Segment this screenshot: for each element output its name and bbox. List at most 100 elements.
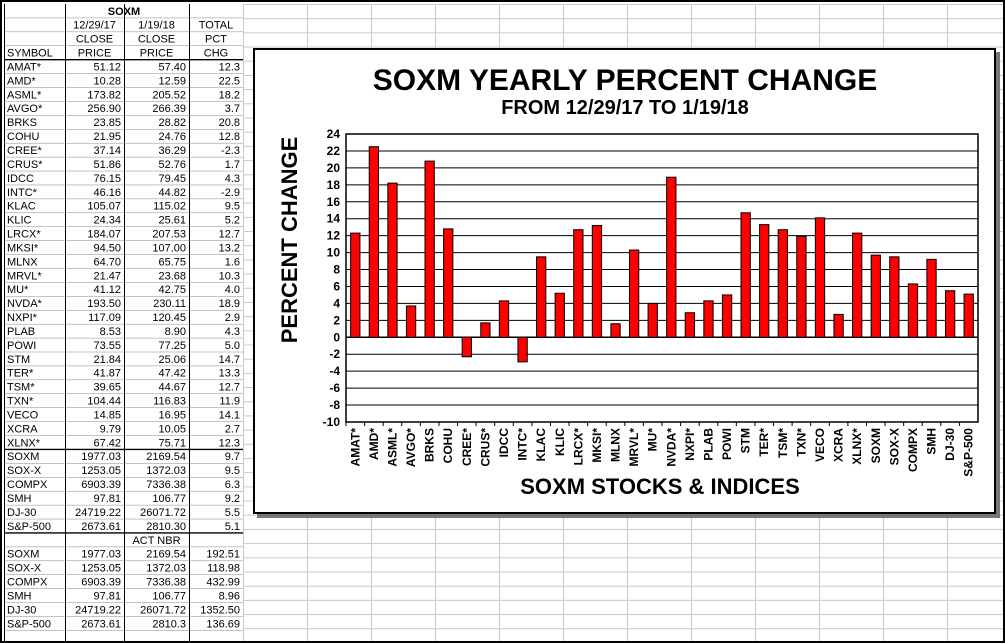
table-cell: 256.90 xyxy=(87,103,121,115)
table-cell: 12.3 xyxy=(219,61,240,73)
bar xyxy=(684,312,696,338)
y-tick-label: 22 xyxy=(327,144,341,158)
table-cell: 9.7 xyxy=(225,451,240,463)
bar xyxy=(796,235,807,338)
table-cell: SOX-X xyxy=(7,465,42,477)
table-cell: 41.87 xyxy=(93,368,121,380)
table-cell: 16.95 xyxy=(158,409,186,421)
table-cell: 52.76 xyxy=(158,159,186,171)
table-cell: DJ-30 xyxy=(7,604,36,616)
bar xyxy=(350,232,361,338)
table-cell: COMPX xyxy=(7,479,48,491)
bar xyxy=(573,229,584,338)
table-cell: TER* xyxy=(7,368,34,380)
table-cell: KLAC xyxy=(7,201,36,213)
table-cell: NVDA* xyxy=(7,298,43,310)
bar xyxy=(424,160,435,338)
table-cell: 5.0 xyxy=(225,340,240,352)
x-tick-label: XCRA xyxy=(832,428,846,462)
x-tick-label: NXPI* xyxy=(683,428,697,461)
bar xyxy=(721,294,733,338)
table-cell: SOX-X xyxy=(7,563,42,575)
bar xyxy=(833,313,844,338)
bar xyxy=(368,146,380,338)
table-cell: TXN* xyxy=(7,396,34,408)
x-tick-label: PLAB xyxy=(701,428,715,461)
table-cell: ASML* xyxy=(7,89,42,101)
table-cell: INTC* xyxy=(7,187,38,199)
bar xyxy=(517,336,528,363)
table-cell: 207.53 xyxy=(152,229,186,241)
table-cell: SOXM xyxy=(7,549,39,561)
table-cell: 36.29 xyxy=(158,145,186,157)
table-cell: 97.81 xyxy=(93,493,121,505)
bar xyxy=(628,249,640,338)
bar xyxy=(480,322,491,338)
table-cell: 26071.72 xyxy=(140,604,186,616)
x-tick-label: LRCX* xyxy=(571,428,585,466)
bar xyxy=(443,228,454,338)
chart-subtitle: FROM 12/29/17 TO 1/19/18 xyxy=(501,97,749,119)
table-cell: 25.61 xyxy=(158,215,186,227)
bar xyxy=(777,229,788,338)
table-cell: 6903.39 xyxy=(81,479,121,491)
table-cell: 10.05 xyxy=(158,423,186,435)
table-cell: 9.2 xyxy=(225,493,240,505)
table-header-cell: SYMBOL xyxy=(7,48,53,60)
table-cell: 116.83 xyxy=(153,396,186,408)
table-cell: 5.2 xyxy=(225,215,240,227)
table-cell: 37.14 xyxy=(93,145,121,157)
table-cell: 9.5 xyxy=(225,201,240,213)
table-cell: 1977.03 xyxy=(81,451,121,463)
table-cell: 23.85 xyxy=(93,117,121,129)
bar xyxy=(907,283,919,338)
table-cell: COHU xyxy=(7,131,39,143)
table-cell: 2.7 xyxy=(225,423,240,435)
table-cell: LRCX* xyxy=(7,229,41,241)
table-cell: -2.3 xyxy=(221,145,240,157)
table-cell: 24719.22 xyxy=(75,507,121,519)
x-tick-label: SMH xyxy=(925,428,939,455)
y-tick-label: 8 xyxy=(333,263,340,277)
plot-area xyxy=(345,133,979,423)
table-cell: 1253.05 xyxy=(81,563,121,575)
x-tick-label: ASML* xyxy=(385,428,399,467)
bar xyxy=(944,290,956,338)
table-cell: 105.07 xyxy=(87,201,121,213)
bar xyxy=(870,254,881,338)
x-tick-label: COMPX xyxy=(906,428,920,472)
bar xyxy=(610,323,621,338)
table-cell: 24719.22 xyxy=(75,604,121,616)
table-cell: 12.7 xyxy=(219,229,240,241)
table-cell: 136.69 xyxy=(206,618,240,630)
y-tick-label: -4 xyxy=(329,364,340,378)
table-cell: IDCC xyxy=(7,173,34,185)
table-cell: 73.55 xyxy=(93,340,121,352)
table-cell: AVGO* xyxy=(7,103,43,115)
y-tick-label: 24 xyxy=(327,127,341,141)
table-cell: 25.06 xyxy=(158,354,186,366)
table-cell: 21.95 xyxy=(93,131,121,143)
table-cell: BRKS xyxy=(7,117,37,129)
table-cell: STM xyxy=(7,354,30,366)
table-header-cell: CLOSE xyxy=(138,34,175,46)
table-cell: 39.65 xyxy=(93,382,121,394)
table-cell: PLAB xyxy=(7,326,35,338)
y-tick-label: 14 xyxy=(327,212,341,226)
x-tick-label: INTC* xyxy=(516,428,530,461)
table-header-cell: CHG xyxy=(204,48,228,60)
table-cell: SOXM xyxy=(7,451,39,463)
table-cell: 75.71 xyxy=(158,437,186,449)
table-cell: 2169.54 xyxy=(146,549,186,561)
table-cell: 47.42 xyxy=(158,368,186,380)
x-tick-label: NVDA* xyxy=(664,428,678,467)
table-cell: 28.82 xyxy=(158,117,186,129)
x-tick-label: POWI xyxy=(720,428,734,460)
chart[interactable]: SOXM YEARLY PERCENT CHANGE FROM 12/29/17… xyxy=(253,48,996,514)
table-cell: XLNX* xyxy=(7,437,41,449)
x-tick-label: S&P-500 xyxy=(962,428,976,477)
table-cell: 107.00 xyxy=(152,242,186,254)
table-cell: AMAT* xyxy=(7,61,42,73)
x-tick-label: MRVL* xyxy=(627,428,641,467)
chart-title: SOXM YEARLY PERCENT CHANGE xyxy=(373,64,878,97)
